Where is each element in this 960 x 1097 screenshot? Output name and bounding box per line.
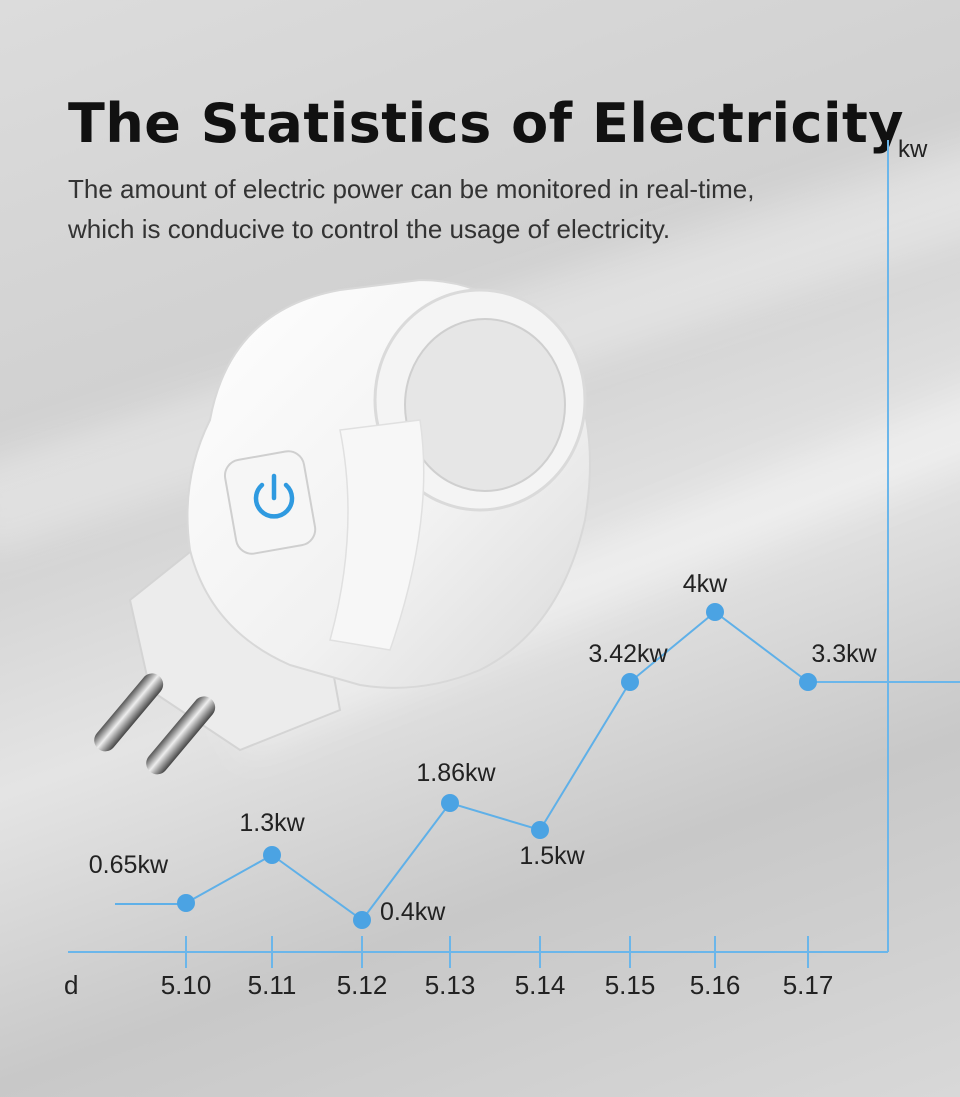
data-point (441, 794, 459, 812)
x-tick-label: 5.10 (161, 970, 212, 1000)
data-point (621, 673, 639, 691)
x-tick-label: 5.13 (425, 970, 476, 1000)
power-button (223, 450, 317, 555)
smart-plug-illustration (94, 278, 591, 775)
data-label: 4kw (683, 570, 728, 598)
x-tick-label: 5.12 (337, 970, 388, 1000)
x-tick-label: 5.16 (690, 970, 741, 1000)
plug-pin (146, 696, 216, 775)
power-icon (253, 473, 295, 519)
page-title: The Statistics of Electricity (68, 92, 904, 155)
data-point (531, 821, 549, 839)
data-label: 3.42kw (588, 640, 668, 668)
data-label: 1.86kw (416, 759, 496, 787)
x-tick-label: 5.15 (605, 970, 656, 1000)
plug-pin (94, 673, 164, 752)
data-label: 1.5kw (519, 842, 585, 870)
data-label: 0.65kw (89, 851, 169, 879)
data-point (799, 673, 817, 691)
data-point (263, 846, 281, 864)
x-axis-label: d (64, 970, 78, 1000)
data-point (177, 894, 195, 912)
data-label: 3.3kw (811, 640, 877, 668)
data-point (353, 911, 371, 929)
subtitle-line-2: which is conducive to control the usage … (68, 214, 671, 244)
subtitle-line-1: The amount of electric power can be moni… (68, 174, 755, 204)
x-tick-label: 5.14 (515, 970, 566, 1000)
data-label: 0.4kw (380, 898, 446, 926)
x-tick-label: 5.17 (783, 970, 834, 1000)
series-line (185, 610, 809, 922)
data-label: 1.3kw (239, 809, 305, 837)
data-point (706, 603, 724, 621)
y-axis-label: kw (898, 136, 928, 163)
x-tick-label: 5.11 (248, 970, 297, 1000)
